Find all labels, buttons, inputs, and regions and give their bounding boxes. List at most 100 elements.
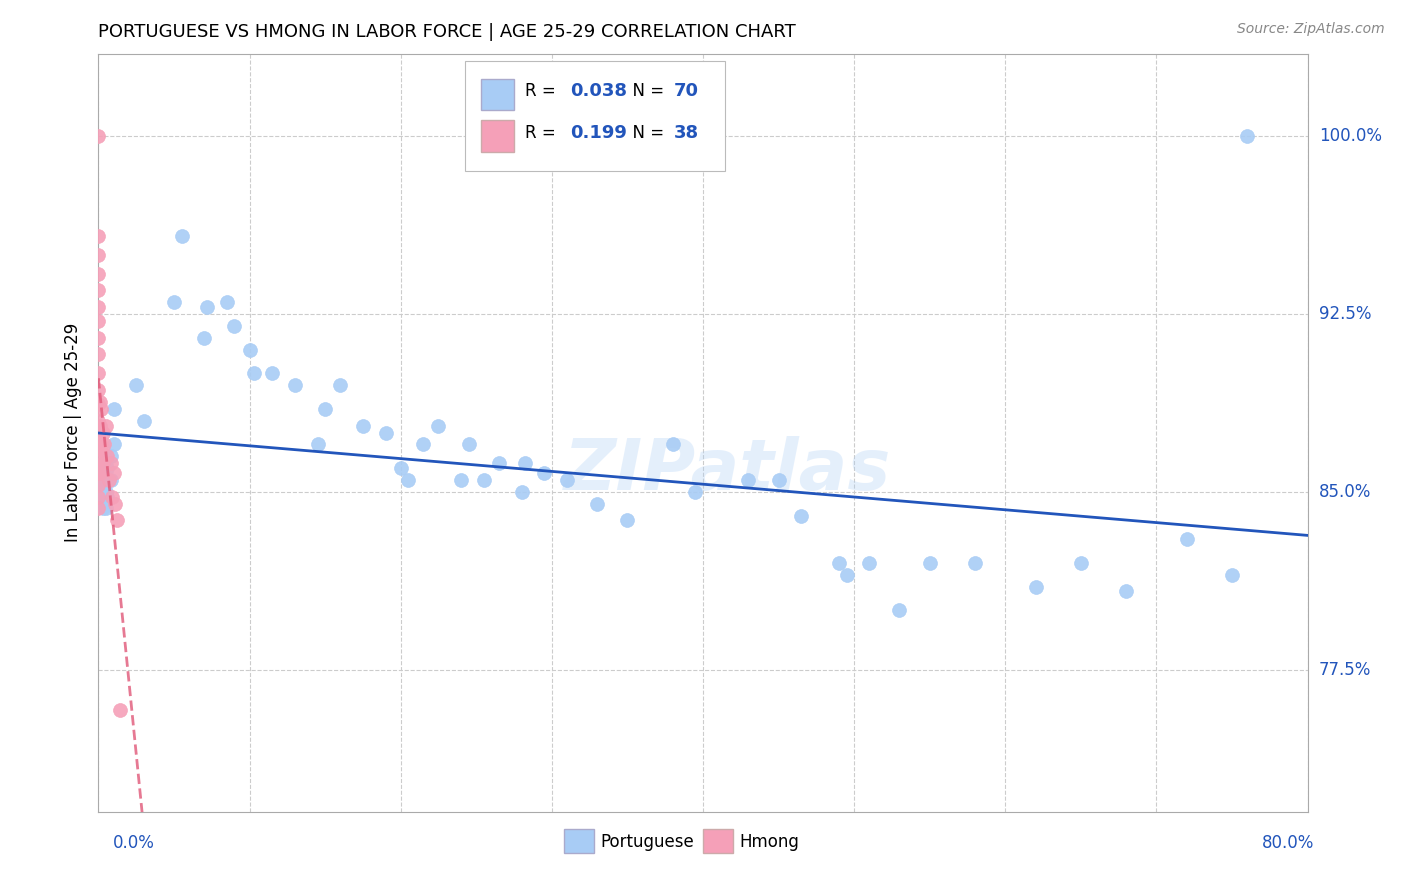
Point — [90, 497, 112, 511]
Point — [858, 556, 880, 570]
Point — [472, 473, 495, 487]
Point — [96, 461, 118, 475]
Point — [91, 466, 114, 480]
Point — [94, 490, 117, 504]
Point — [87, 454, 110, 468]
Text: ZIPatlas: ZIPatlas — [564, 436, 891, 505]
Point — [103, 401, 125, 416]
Point — [586, 497, 609, 511]
Point — [1115, 584, 1137, 599]
Point — [828, 556, 851, 570]
Point — [94, 418, 117, 433]
Point — [329, 378, 352, 392]
Point — [100, 473, 122, 487]
Point — [284, 378, 307, 392]
Point — [98, 473, 121, 487]
Point — [87, 383, 110, 397]
Point — [1175, 533, 1198, 547]
Point — [163, 295, 186, 310]
Point — [616, 513, 638, 527]
Point — [239, 343, 262, 357]
Text: Source: ZipAtlas.com: Source: ZipAtlas.com — [1237, 22, 1385, 37]
Point — [91, 490, 114, 504]
Point — [87, 129, 110, 144]
FancyBboxPatch shape — [465, 62, 724, 171]
Point — [94, 501, 117, 516]
Point — [243, 367, 266, 381]
Point — [132, 414, 155, 428]
Point — [87, 501, 110, 516]
Text: 80.0%: 80.0% — [1263, 834, 1315, 852]
Point — [87, 414, 110, 428]
Point — [89, 418, 111, 433]
Text: PORTUGUESE VS HMONG IN LABOR FORCE | AGE 25-29 CORRELATION CHART: PORTUGUESE VS HMONG IN LABOR FORCE | AGE… — [98, 23, 796, 41]
Point — [457, 437, 479, 451]
Point — [87, 347, 110, 361]
Point — [374, 425, 396, 440]
Point — [100, 457, 122, 471]
Text: 0.038: 0.038 — [569, 82, 627, 101]
Point — [87, 477, 110, 491]
FancyBboxPatch shape — [564, 830, 595, 854]
Point — [87, 425, 110, 440]
Text: Portuguese: Portuguese — [600, 833, 695, 851]
Point — [307, 437, 329, 451]
Point — [93, 484, 115, 499]
Point — [87, 300, 110, 314]
Point — [87, 440, 110, 454]
Point — [170, 229, 193, 244]
Point — [93, 497, 115, 511]
Point — [555, 473, 578, 487]
Point — [1236, 129, 1258, 144]
Point — [100, 450, 122, 464]
Point — [193, 331, 215, 345]
Point — [87, 284, 110, 298]
Point — [87, 466, 110, 480]
Point — [105, 513, 128, 527]
Point — [96, 490, 118, 504]
Point — [101, 490, 124, 504]
Point — [91, 457, 114, 471]
Point — [104, 497, 127, 511]
Text: N =: N = — [621, 82, 669, 101]
Point — [396, 473, 419, 487]
Point — [91, 425, 114, 440]
Point — [768, 473, 790, 487]
Point — [1024, 580, 1046, 594]
Point — [1220, 567, 1243, 582]
Point — [352, 418, 374, 433]
Point — [737, 473, 759, 487]
Point — [90, 437, 112, 451]
Point — [90, 484, 112, 499]
Text: R =: R = — [526, 82, 561, 101]
Point — [918, 556, 941, 570]
Point — [790, 508, 813, 523]
Point — [533, 466, 555, 480]
Point — [87, 490, 110, 504]
Point — [87, 331, 110, 345]
Point — [89, 442, 111, 457]
Point — [889, 603, 911, 617]
FancyBboxPatch shape — [703, 830, 734, 854]
Point — [314, 401, 336, 416]
FancyBboxPatch shape — [481, 78, 515, 111]
Point — [87, 248, 110, 262]
Point — [89, 466, 111, 480]
Point — [93, 457, 115, 471]
Point — [262, 367, 284, 381]
Point — [450, 473, 472, 487]
Text: R =: R = — [526, 124, 561, 142]
Point — [1070, 556, 1092, 570]
Point — [87, 314, 110, 328]
Point — [108, 703, 131, 717]
Point — [96, 450, 118, 464]
Point — [94, 484, 117, 499]
Point — [87, 367, 110, 381]
Point — [91, 461, 114, 475]
Point — [89, 394, 111, 409]
Text: 100.0%: 100.0% — [1319, 128, 1382, 145]
Point — [412, 437, 434, 451]
Point — [965, 556, 987, 570]
Point — [661, 437, 683, 451]
Point — [488, 457, 510, 471]
